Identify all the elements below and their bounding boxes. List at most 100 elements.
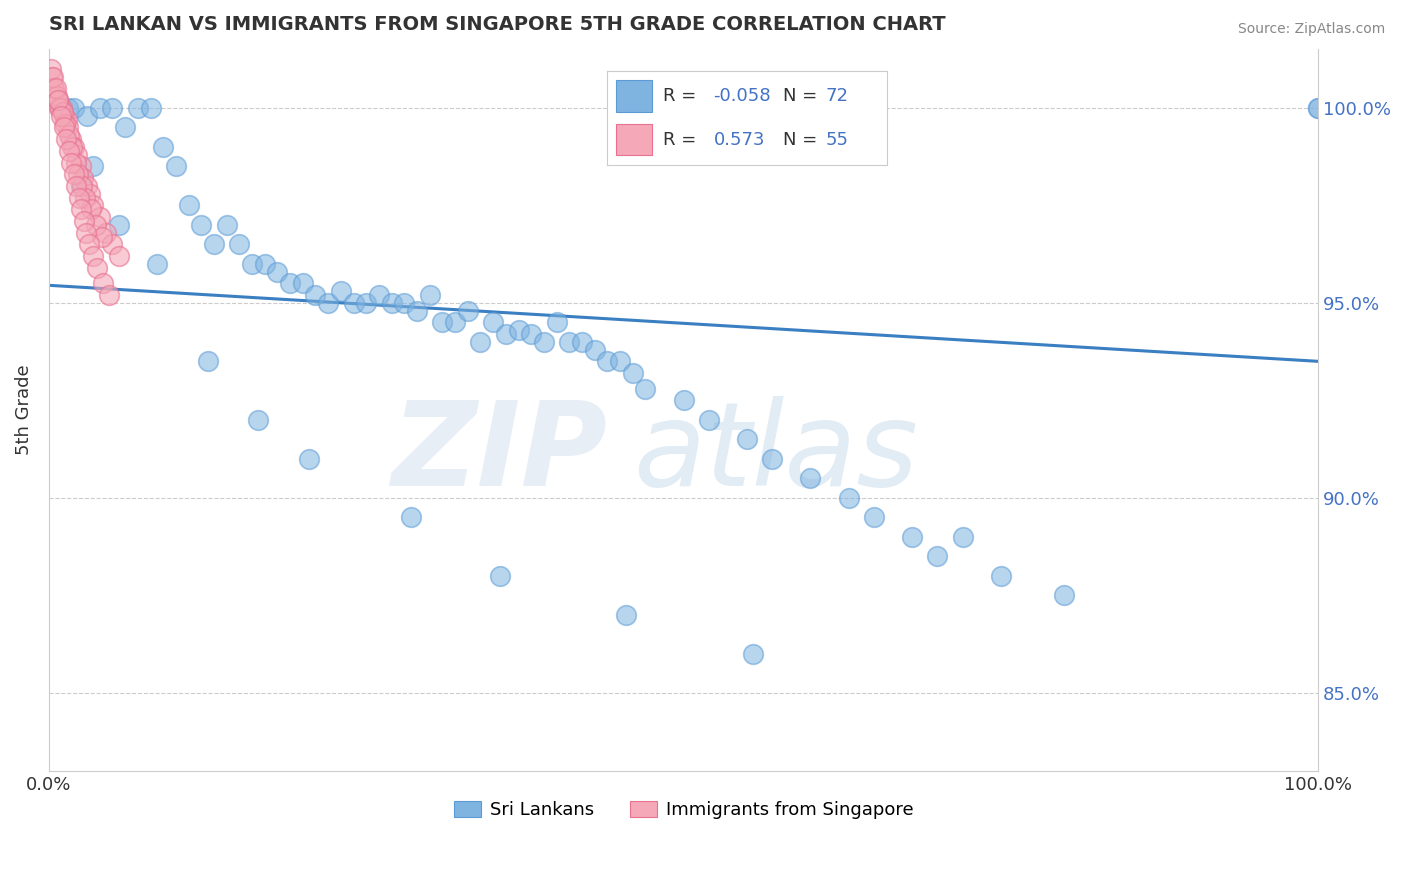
Text: atlas: atlas (633, 396, 918, 510)
Point (508, 323, 530, 337)
Point (228, 237, 250, 252)
Point (82, 160, 104, 174)
Point (46, 93, 69, 107)
Point (621, 366, 644, 380)
Point (558, 334, 581, 349)
Point (63, 101, 86, 115)
Point (39, 62, 62, 76)
Point (1308, 101, 1330, 115)
Point (406, 303, 429, 318)
Point (495, 326, 517, 341)
Text: ZIP: ZIP (391, 396, 607, 511)
Point (45, 89, 67, 103)
Point (609, 354, 631, 368)
Point (488, 568, 510, 582)
Point (266, 265, 288, 279)
Point (82, 198, 104, 212)
Point (444, 315, 467, 329)
Point (56, 101, 79, 115)
Point (70, 202, 93, 217)
Point (44, 89, 66, 103)
Point (89, 210, 111, 224)
Point (863, 510, 886, 524)
Point (735, 432, 758, 446)
Point (56, 120, 79, 135)
Point (419, 288, 441, 302)
Point (342, 296, 364, 310)
Point (146, 257, 169, 271)
Point (399, 510, 422, 524)
Point (73, 191, 96, 205)
Y-axis label: 5th Grade: 5th Grade (15, 365, 32, 456)
Point (152, 140, 174, 154)
Point (58, 144, 80, 158)
Point (91, 277, 114, 291)
Point (583, 343, 606, 357)
Point (55, 132, 77, 146)
Point (62, 167, 84, 181)
Text: SRI LANKAN VS IMMIGRANTS FROM SINGAPORE 5TH GRADE CORRELATION CHART: SRI LANKAN VS IMMIGRANTS FROM SINGAPORE … (49, 15, 946, 34)
Point (55, 112, 77, 127)
Point (51, 101, 73, 115)
Point (546, 315, 568, 329)
Point (114, 120, 136, 135)
Point (197, 354, 219, 368)
Point (82, 249, 104, 263)
Point (761, 451, 783, 466)
Point (316, 296, 339, 310)
Point (634, 382, 657, 396)
Point (927, 549, 949, 564)
Point (48, 101, 70, 115)
Point (42, 81, 65, 95)
Point (60, 140, 83, 154)
Point (432, 315, 454, 329)
Point (742, 647, 765, 661)
Point (165, 160, 187, 174)
Point (381, 296, 404, 310)
Point (66, 147, 89, 161)
Point (69, 160, 91, 174)
Point (63, 140, 86, 154)
Point (672, 393, 695, 408)
Point (80, 202, 103, 217)
Point (86, 260, 108, 275)
Point (838, 491, 860, 505)
Point (356, 296, 378, 310)
Point (571, 334, 593, 349)
Point (697, 413, 720, 427)
Point (457, 303, 479, 318)
Point (48, 93, 70, 107)
Point (1308, 101, 1330, 115)
Point (139, 101, 162, 115)
Point (75, 226, 97, 240)
Point (98, 288, 121, 302)
Point (76, 109, 98, 123)
Point (42, 81, 65, 95)
Point (253, 257, 276, 271)
Point (94, 226, 117, 240)
Point (101, 101, 124, 115)
Point (291, 277, 314, 291)
Point (55, 116, 77, 130)
Point (247, 413, 270, 427)
Point (49, 101, 72, 115)
Point (990, 568, 1012, 582)
Point (616, 607, 638, 622)
Point (65, 178, 87, 193)
Point (952, 530, 974, 544)
Point (59, 132, 82, 146)
Point (76, 178, 98, 193)
Point (60, 155, 83, 169)
Text: Source: ZipAtlas.com: Source: ZipAtlas.com (1237, 22, 1385, 37)
Point (72, 171, 94, 186)
Point (799, 471, 821, 485)
Point (470, 334, 492, 349)
Point (42, 70, 65, 84)
Point (107, 218, 129, 232)
Point (67, 191, 90, 205)
Point (69, 178, 91, 193)
Point (329, 284, 352, 298)
Point (52, 104, 75, 119)
Point (84, 218, 107, 232)
Point (240, 257, 263, 271)
